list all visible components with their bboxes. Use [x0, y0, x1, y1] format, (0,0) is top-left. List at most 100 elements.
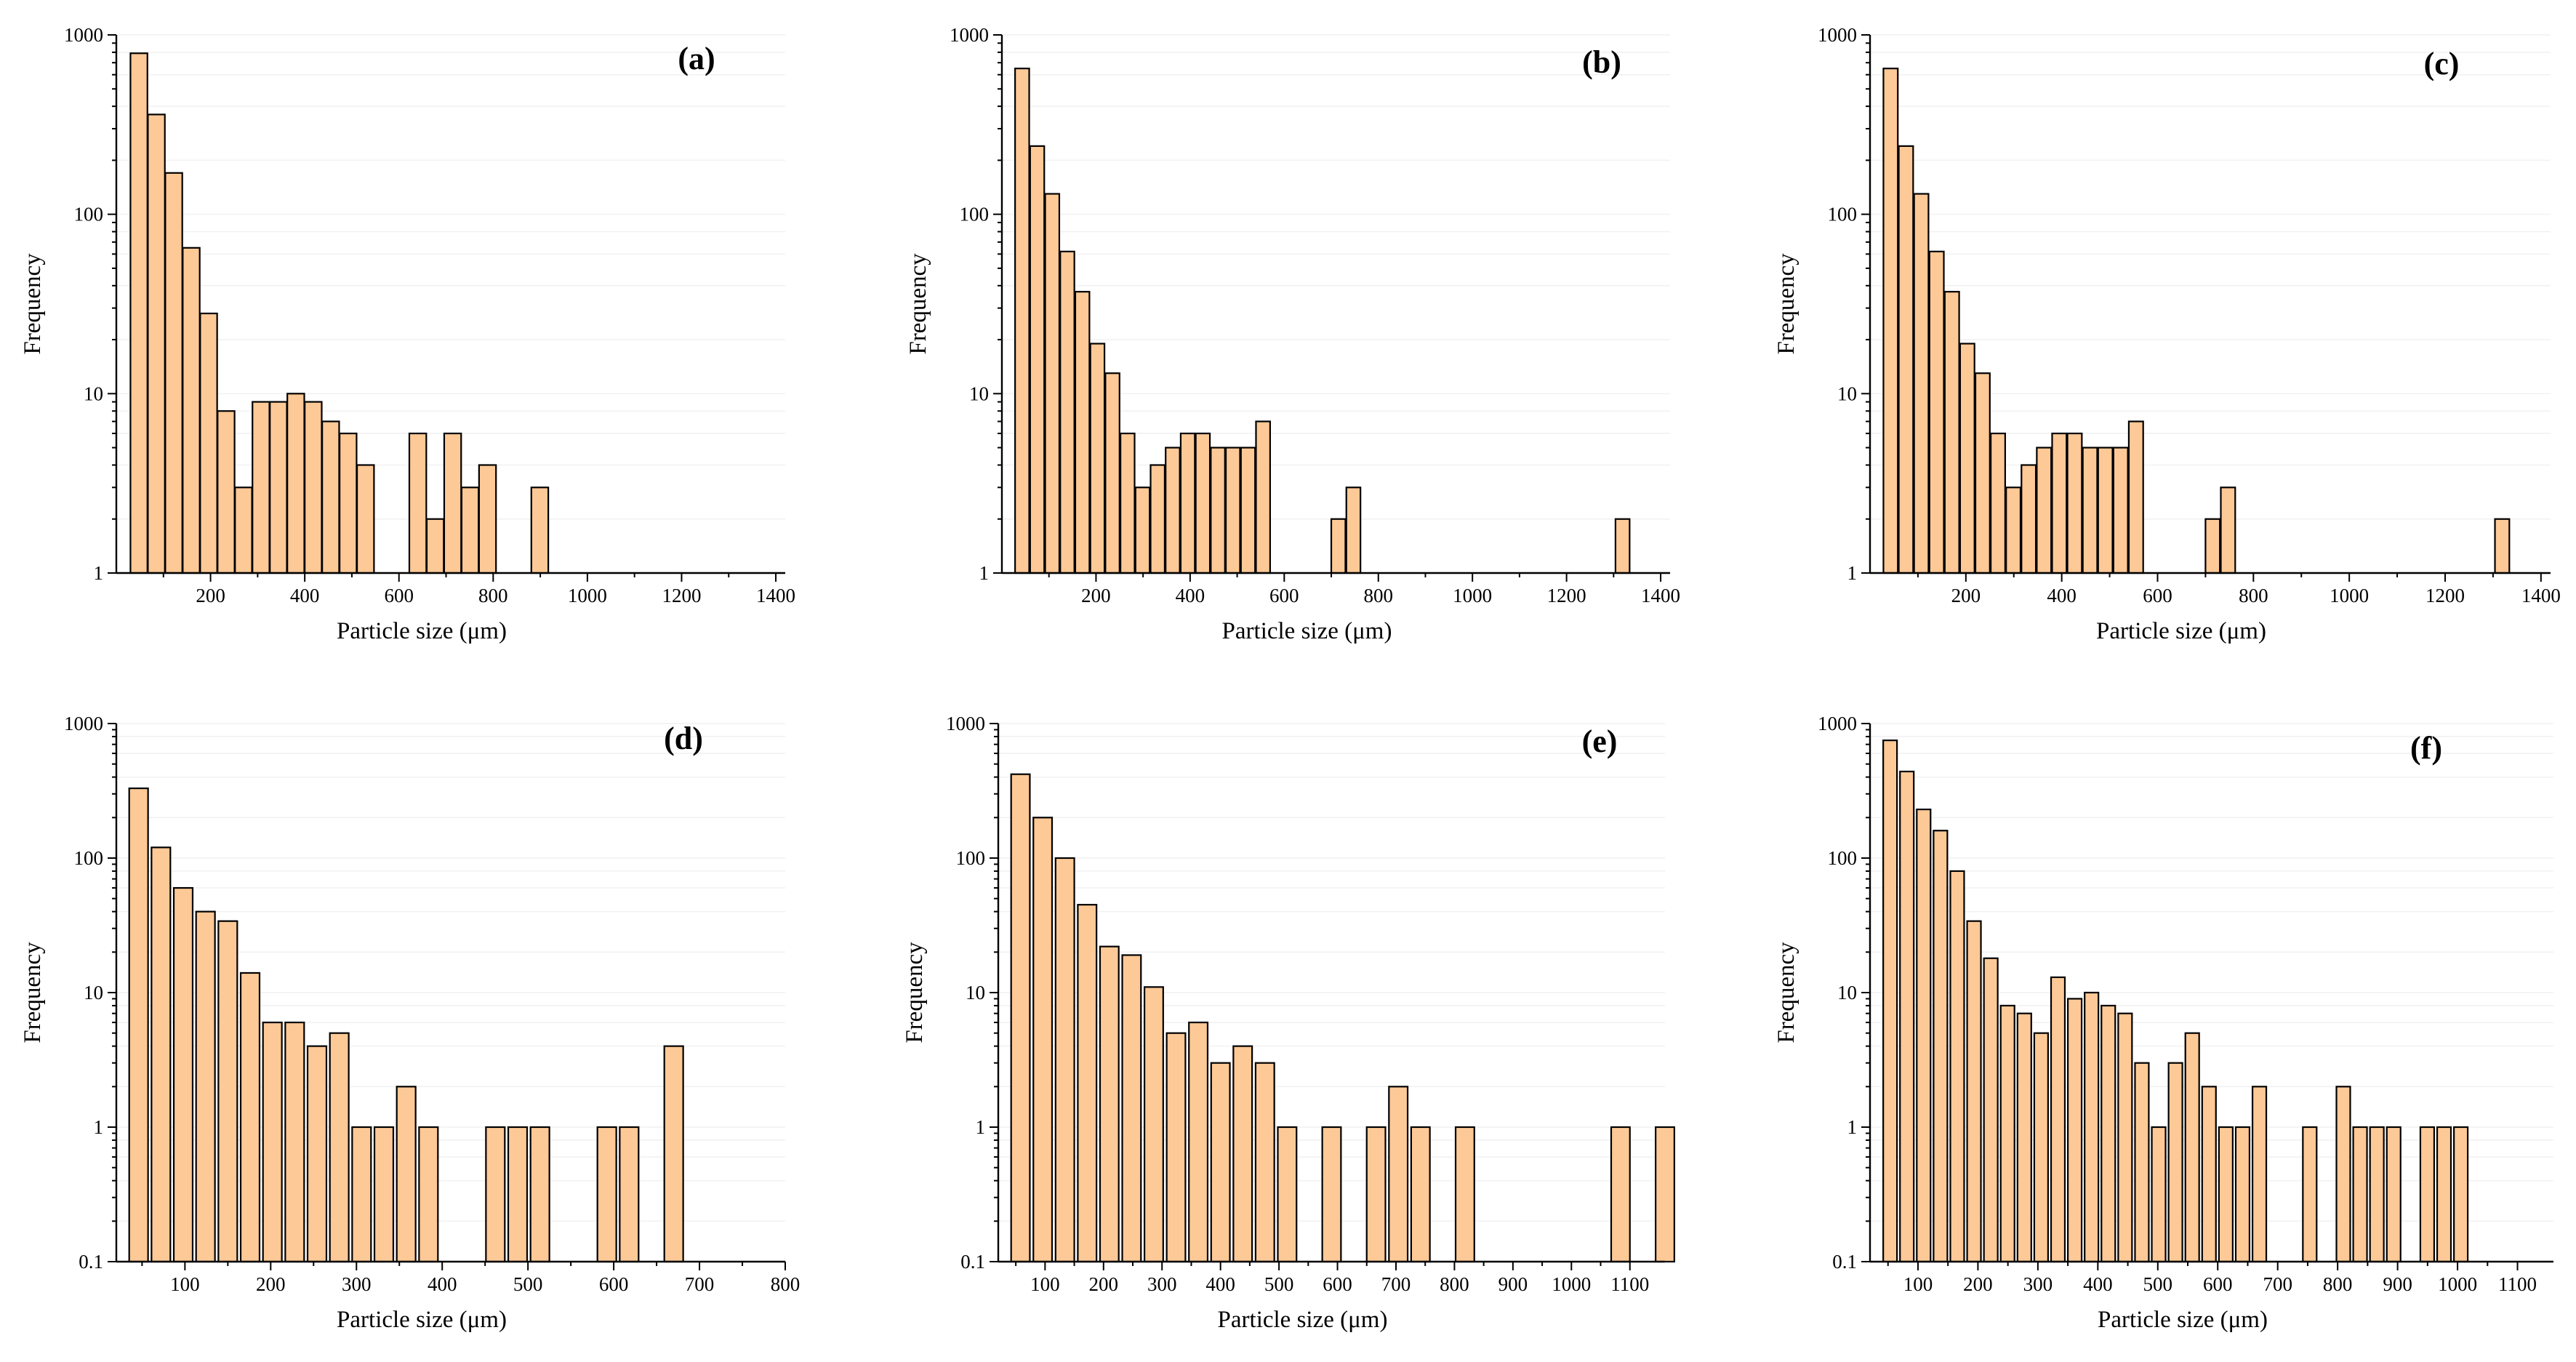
bar — [2436, 1126, 2452, 1263]
bar — [1321, 1126, 1342, 1263]
bar — [2033, 1032, 2049, 1263]
x-tick-label: 300 — [1147, 1273, 1177, 1295]
x-axis-title: Particle size (μm) — [1222, 618, 1392, 644]
bar — [1898, 145, 1914, 574]
y-tick-label: 1000 — [1818, 713, 1857, 734]
x-tick-label: 300 — [2023, 1273, 2053, 1295]
bar — [1614, 518, 1631, 574]
y-tick-label: 100 — [960, 204, 990, 225]
x-tick-label: 400 — [1176, 585, 1205, 606]
panel-label: (f) — [2410, 730, 2442, 766]
panel-label: (e) — [1582, 724, 1618, 759]
bar — [1089, 342, 1106, 574]
bar — [1104, 372, 1120, 574]
y-tick-label: 1 — [979, 562, 990, 584]
x-axis-title: Particle size (μm) — [337, 618, 507, 644]
bar — [1165, 446, 1181, 574]
bar — [1277, 1126, 1298, 1263]
bar — [530, 486, 550, 574]
bar — [1195, 432, 1211, 574]
bar — [478, 464, 497, 574]
x-tick-label: 200 — [1951, 585, 1981, 606]
bar — [164, 172, 183, 574]
x-tick-label: 700 — [1381, 1273, 1411, 1295]
x-tick-label: 700 — [685, 1273, 715, 1295]
bar — [1074, 291, 1091, 574]
x-tick-label: 400 — [428, 1273, 457, 1295]
x-tick-label: 800 — [2323, 1273, 2353, 1295]
y-tick-label: 100 — [1828, 204, 1858, 225]
bar — [2066, 432, 2083, 574]
bar — [252, 401, 270, 574]
bar — [2352, 1126, 2368, 1263]
y-tick-label: 1 — [94, 562, 104, 584]
y-tick-label: 1 — [94, 1116, 104, 1138]
bar — [199, 312, 218, 574]
bar — [2369, 1126, 2385, 1263]
bar — [1410, 1126, 1431, 1263]
bar — [2127, 420, 2144, 574]
bar — [2134, 1062, 2150, 1263]
panel-4: 0.1 1 10 100 1000 100 200 300 400 500 600 700 800 Par… — [20, 713, 800, 1333]
bar — [1999, 1004, 2015, 1263]
bar — [2050, 976, 2066, 1263]
x-tick-label: 600 — [2203, 1273, 2233, 1295]
bar — [1974, 372, 1991, 574]
bar — [1388, 1086, 1409, 1263]
y-axis-title: Frequency — [902, 942, 928, 1043]
bar — [306, 1045, 328, 1263]
bar — [1966, 920, 1982, 1263]
bar — [1949, 870, 1965, 1263]
x-tick-label: 200 — [256, 1273, 286, 1295]
bar — [1210, 1062, 1231, 1263]
y-axis-title: Frequency — [1773, 253, 1799, 355]
bar — [262, 1021, 283, 1263]
bar — [329, 1032, 350, 1263]
bar — [596, 1126, 617, 1263]
bar — [151, 846, 172, 1263]
bar — [425, 518, 445, 574]
bar — [147, 113, 166, 574]
bar — [172, 886, 194, 1263]
y-tick-label: 10 — [969, 382, 989, 404]
y-axis-title: Frequency — [905, 253, 931, 355]
bar — [2084, 991, 2100, 1263]
bar — [2419, 1126, 2436, 1263]
bar — [2251, 1086, 2268, 1263]
bar — [408, 432, 428, 574]
x-tick-label: 100 — [1030, 1273, 1060, 1295]
bar — [2005, 486, 2022, 574]
bar — [1959, 342, 1975, 574]
bar — [1916, 808, 1932, 1263]
bar — [373, 1126, 395, 1263]
x-tick-label: 500 — [2143, 1273, 2173, 1295]
x-tick-label: 800 — [1440, 1273, 1469, 1295]
bar — [195, 910, 216, 1263]
bar — [217, 920, 238, 1263]
x-tick-label: 600 — [2143, 585, 2172, 606]
x-tick-label: 900 — [1498, 1273, 1528, 1295]
x-tick-label: 800 — [1363, 585, 1393, 606]
bar — [2220, 486, 2236, 574]
x-tick-label: 200 — [1081, 585, 1111, 606]
bar — [1933, 830, 1949, 1263]
bar — [351, 1126, 372, 1263]
bar — [418, 1126, 439, 1263]
bar — [234, 486, 253, 574]
x-tick-label: 700 — [2263, 1273, 2292, 1295]
bar — [1882, 740, 1898, 1263]
y-tick-label: 1000 — [950, 24, 989, 46]
x-tick-label: 100 — [1903, 1273, 1933, 1295]
x-tick-label: 900 — [2383, 1273, 2412, 1295]
x-tick-label: 300 — [342, 1273, 372, 1295]
bar — [2302, 1126, 2318, 1263]
bar — [217, 410, 236, 574]
bar — [269, 401, 288, 574]
bar — [1149, 464, 1166, 574]
bar — [2184, 1032, 2200, 1263]
bar — [1913, 193, 1930, 574]
bar — [1224, 446, 1241, 574]
bar — [1054, 857, 1075, 1263]
y-tick-label: 1000 — [64, 713, 103, 734]
